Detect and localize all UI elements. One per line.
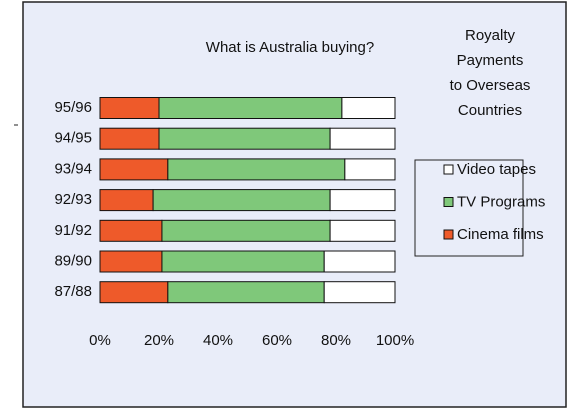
y-tick-label: 89/90 [54,252,92,269]
bar-segment [99,189,154,212]
x-tick-label: 40% [203,332,233,349]
y-tick-label: 95/96 [54,99,92,116]
bar-segment [341,97,396,119]
x-tick-label: 80% [321,332,351,349]
side-note: Royalty [465,27,516,44]
bar-segment [158,127,331,150]
legend-label: TV Programs [457,193,545,210]
bar-segment [99,250,163,273]
bar-segment [99,219,163,242]
bar-segment [161,219,331,242]
side-note: Countries [458,102,522,119]
x-tick-label: 60% [262,332,292,349]
y-tick-label: 87/88 [54,283,92,300]
side-note: to Overseas [450,77,531,94]
legend-swatch [443,197,454,207]
y-tick-label: 93/94 [54,160,92,177]
legend-swatch [443,164,454,175]
bar-segment [323,250,396,273]
legend-label: Video tapes [457,161,536,178]
legend-box [414,159,524,257]
x-tick-label: 0% [89,332,111,349]
bar-segment [158,97,343,119]
y-tick-label: 91/92 [54,222,92,239]
bar-segment [329,219,396,242]
bar-segment [99,281,169,304]
bar-segment [99,127,160,150]
bar-segment [323,281,396,304]
bar-segment [167,281,325,304]
bar-segment [167,158,346,181]
legend-swatch [443,229,454,240]
bar-segment [329,127,396,150]
y-tick-label: 92/93 [54,191,92,208]
bar-segment [161,250,325,273]
bar-segment [99,97,160,119]
x-tick-label: 100% [376,332,414,349]
x-tick-label: 20% [144,332,174,349]
bar-segment [329,189,396,212]
legend-label: Cinema films [457,226,544,243]
side-note: Payments [457,52,524,69]
bar-segment [344,158,396,181]
y-tick-label: 94/95 [54,130,92,147]
bar-segment [152,189,331,212]
bar-segment [99,158,169,181]
chart-title: What is Australia buying? [206,39,374,56]
